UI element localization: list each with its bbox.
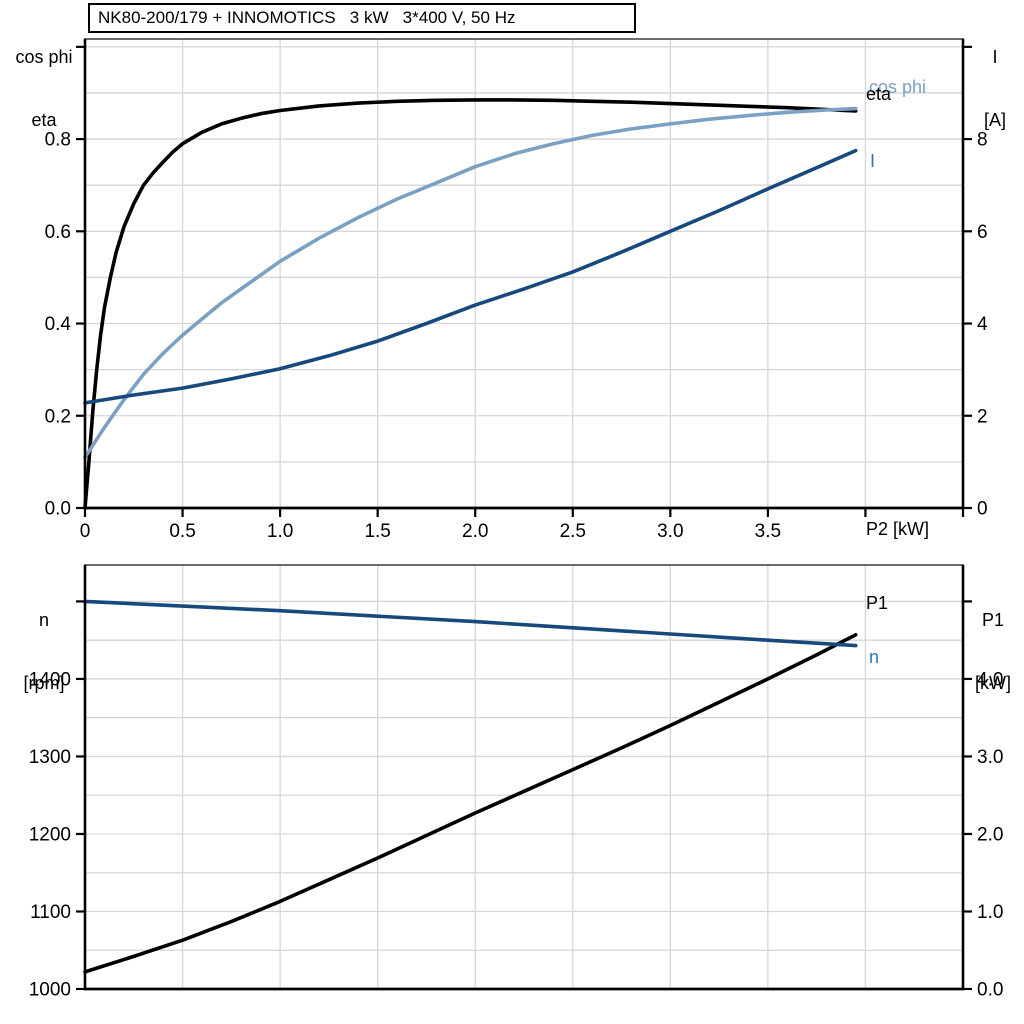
p1-unit-label: [kW] xyxy=(975,673,1011,693)
tick-label-right: 6 xyxy=(977,222,988,243)
tick-label-x: 1.0 xyxy=(267,521,293,542)
tick-label-x: 2.0 xyxy=(462,521,488,542)
tick-label-right: 3.0 xyxy=(977,747,1003,768)
p1-axis-label: P1 xyxy=(981,610,1005,630)
tick-label-x: 3.5 xyxy=(755,521,781,542)
speed-unit-label: [rpm] xyxy=(23,673,65,693)
cos-phi-curve-label: cos phi xyxy=(869,77,927,97)
p1-curve-label: P1 xyxy=(866,593,889,613)
curve-n xyxy=(83,599,858,648)
current-unit-label: [A] xyxy=(983,110,1006,130)
tick-label-left: 1300 xyxy=(29,747,71,768)
curve-cos-phi xyxy=(83,106,858,460)
x-axis-label: P2 [kW] xyxy=(866,519,930,539)
tick-label-left: 0.8 xyxy=(45,130,71,151)
curve-i xyxy=(83,148,858,405)
top-right-axis-header: I [A] xyxy=(970,5,1020,173)
eta-axis-label: eta xyxy=(31,110,57,130)
tick-label-x: 0 xyxy=(80,521,91,542)
chart-title: NK80-200/179 + INNOMOTICS 3 kW 3*400 V, … xyxy=(88,3,636,33)
tick-label-right: 0.0 xyxy=(977,980,1003,1001)
top-left-axis-header: cos phi eta xyxy=(6,5,82,173)
cos-phi-axis-label: cos phi xyxy=(15,47,73,67)
tick-label-right: 4 xyxy=(977,314,988,335)
tick-label-right: 0 xyxy=(977,499,988,520)
tick-label-right: 2.0 xyxy=(977,824,1003,845)
bottom-left-axis-header: n [rpm] xyxy=(6,568,82,736)
n-curve-label: n xyxy=(869,647,880,667)
tick-label-left: 0.6 xyxy=(45,222,71,243)
tick-label-x: 0.5 xyxy=(169,521,195,542)
tick-label-left: 0.0 xyxy=(45,499,71,520)
tick-label-x: 1.5 xyxy=(364,521,390,542)
tick-label-left: 0.4 xyxy=(45,314,72,335)
current-curve-label: I xyxy=(870,151,876,171)
eta-curve-label: eta xyxy=(866,84,892,104)
tick-label-left: 1100 xyxy=(30,902,71,923)
speed-axis-label: n xyxy=(38,610,49,630)
current-axis-label: I xyxy=(992,47,998,67)
tick-label-right: 8 xyxy=(977,130,988,151)
curve-p1 xyxy=(83,633,858,974)
bottom-right-axis-header: P1 [kW] xyxy=(964,568,1022,736)
tick-label-right: 1.0 xyxy=(977,902,1003,923)
tick-label-left: 0.2 xyxy=(45,406,71,427)
tick-label-x: 3.0 xyxy=(657,521,683,542)
tick-label-x: 2.5 xyxy=(560,521,586,542)
tick-label-left: 1400 xyxy=(29,669,71,690)
tick-label-left: 1000 xyxy=(29,980,71,1001)
tick-label-right: 4.0 xyxy=(977,669,1003,690)
tick-label-left: 1200 xyxy=(29,824,71,845)
curve-eta xyxy=(83,98,858,510)
tick-label-right: 2 xyxy=(977,406,988,427)
